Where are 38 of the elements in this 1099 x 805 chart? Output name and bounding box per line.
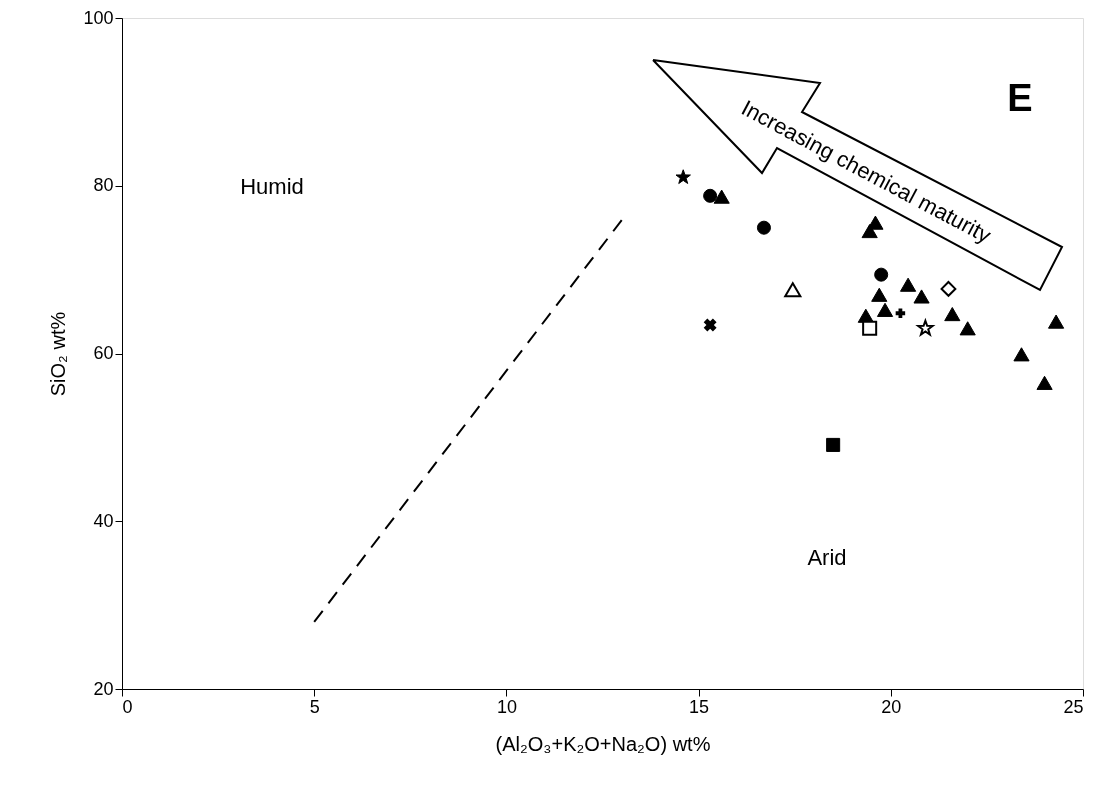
x-tick-label: 15 <box>689 696 710 717</box>
point <box>1013 347 1030 362</box>
x-tick-label: 20 <box>881 696 902 717</box>
x-tick-label: 0 <box>122 696 133 717</box>
annotation: Arid <box>807 545 847 570</box>
y-tick-label: 80 <box>93 175 114 196</box>
y-tick-label: 100 <box>83 7 114 28</box>
point <box>1048 314 1065 329</box>
point <box>862 320 878 336</box>
y-tick-label: 60 <box>93 343 114 363</box>
annotation: Humid <box>240 174 304 199</box>
y-axis-title: SiO₂ wt% <box>47 311 70 397</box>
point <box>826 437 841 452</box>
point <box>713 189 730 204</box>
point <box>913 289 930 304</box>
point <box>703 318 717 332</box>
point <box>876 302 894 317</box>
point <box>703 188 718 203</box>
point <box>900 277 917 292</box>
y-tick-label: 40 <box>93 510 114 531</box>
point <box>895 308 906 318</box>
x-axis-title: (Al₂O₃+K₂O+Na₂O) wt% <box>495 732 711 755</box>
annotation: E <box>1007 77 1033 119</box>
x-tick-label: 25 <box>1063 696 1084 717</box>
point <box>874 267 889 282</box>
x-tick-label: 5 <box>309 696 320 717</box>
point <box>871 287 888 302</box>
point <box>784 282 802 298</box>
point <box>940 281 957 297</box>
x-tick-label: 10 <box>496 696 517 717</box>
point <box>1036 375 1053 390</box>
point <box>756 220 771 235</box>
point <box>917 319 934 336</box>
point <box>675 169 691 184</box>
point <box>944 307 961 322</box>
point <box>959 321 976 336</box>
y-tick-label: 20 <box>93 678 114 699</box>
point <box>867 215 884 230</box>
